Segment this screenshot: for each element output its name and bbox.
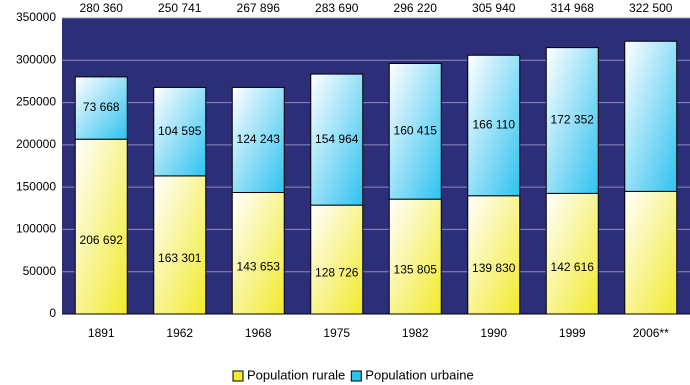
value-label: 143 653 — [237, 259, 281, 273]
y-tick-label: 150000 — [16, 179, 56, 193]
bar-segment — [388, 62, 442, 200]
legend-swatch — [232, 370, 244, 382]
bar-segment — [74, 76, 128, 140]
total-label: 296 220 — [394, 1, 438, 15]
legend-label: Population urbaine — [365, 367, 473, 382]
total-label: 283 690 — [315, 1, 359, 15]
bar-segment — [153, 175, 207, 315]
x-tick-label: 1975 — [323, 326, 350, 340]
x-tick-label: 1962 — [166, 326, 193, 340]
y-tick-label: 100000 — [16, 222, 56, 236]
value-label: 139 830 — [472, 261, 516, 275]
bar-segment — [231, 86, 285, 194]
bar-segment — [153, 86, 207, 177]
x-tick-label: 1891 — [88, 326, 115, 340]
bar-segment — [388, 198, 442, 315]
value-label: 124 243 — [237, 132, 281, 146]
value-label: 163 301 — [158, 251, 202, 265]
x-tick-label: 1999 — [559, 326, 586, 340]
total-label: 280 360 — [80, 1, 124, 15]
bar-segment — [467, 54, 521, 197]
total-label: 322 500 — [629, 1, 673, 15]
x-tick-label: 1982 — [402, 326, 429, 340]
bar-segment — [624, 40, 678, 192]
legend-label: Population rurale — [247, 367, 345, 382]
total-label: 305 940 — [472, 1, 516, 15]
bar-segment — [310, 73, 364, 206]
total-label: 267 896 — [237, 1, 281, 15]
value-label: 160 415 — [394, 123, 438, 137]
bar-segment — [624, 190, 678, 315]
value-label: 172 352 — [551, 113, 595, 127]
y-tick-label: 300000 — [16, 52, 56, 66]
value-label: 135 805 — [394, 263, 438, 277]
y-tick-label: 200000 — [16, 137, 56, 151]
y-tick-label: 250000 — [16, 95, 56, 109]
bar-segment — [545, 192, 599, 315]
value-label: 104 595 — [158, 124, 202, 138]
bar-segment — [545, 47, 599, 194]
total-label: 314 968 — [551, 1, 595, 15]
x-tick-label: 1968 — [245, 326, 272, 340]
bar-segment — [231, 192, 285, 315]
value-label: 128 726 — [315, 266, 359, 280]
value-label: 142 616 — [551, 260, 595, 274]
value-label: 166 110 — [473, 118, 516, 132]
bar-segment — [74, 138, 128, 315]
x-tick-label: 1990 — [480, 326, 507, 340]
legend-swatch — [350, 370, 362, 382]
y-tick-label: 350000 — [16, 10, 56, 24]
total-label: 250 741 — [158, 1, 202, 15]
bar-segment — [310, 204, 364, 315]
value-label: 154 964 — [315, 132, 359, 146]
y-tick-label: 0 — [49, 306, 56, 320]
bar-segment — [467, 195, 521, 315]
value-label: 73 668 — [83, 100, 120, 114]
value-label: 206 692 — [80, 233, 124, 247]
y-tick-label: 50000 — [23, 264, 57, 278]
x-tick-label: 2006** — [633, 326, 669, 340]
